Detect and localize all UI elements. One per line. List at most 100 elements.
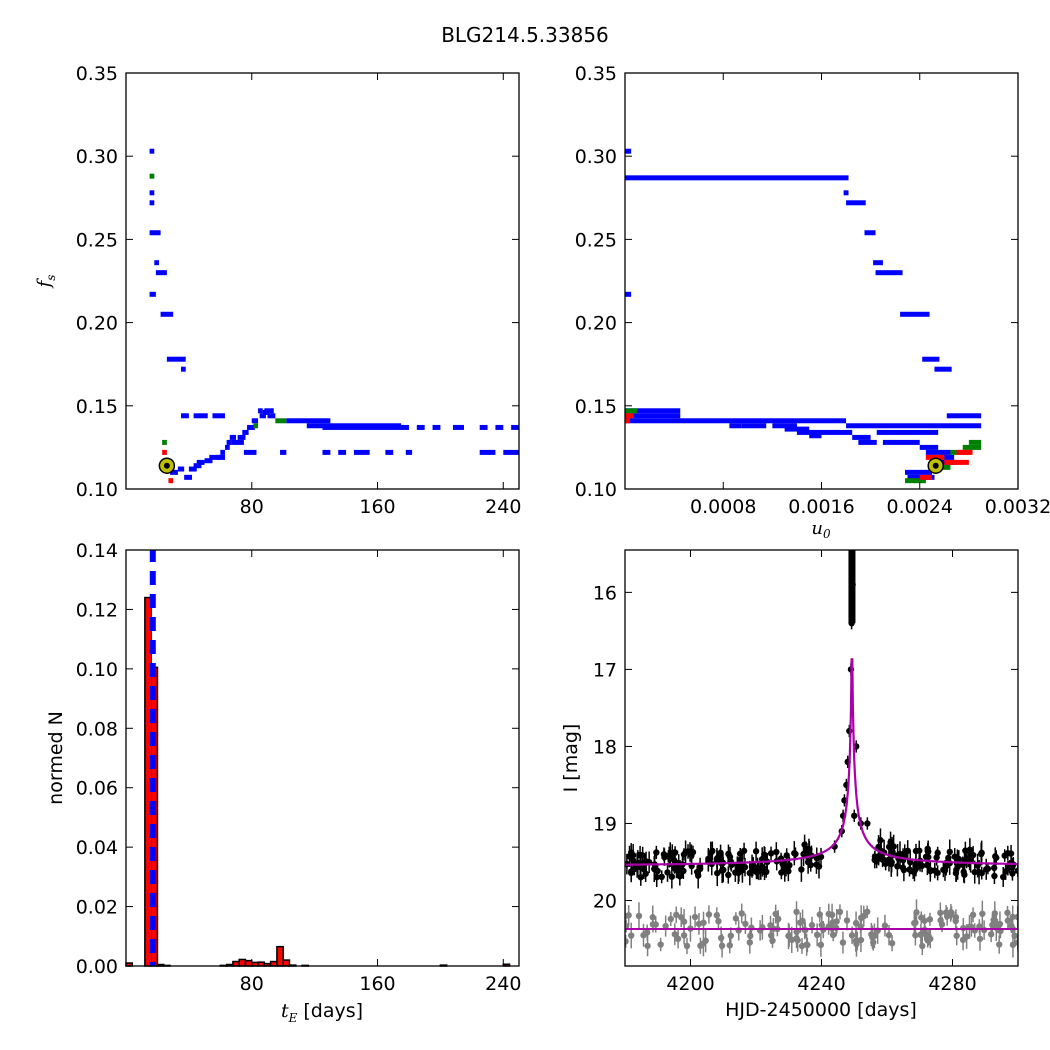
data-point [660, 851, 668, 858]
blue-cell [231, 439, 244, 445]
residual-point [657, 941, 664, 948]
blue-cell [495, 424, 504, 430]
data-point [975, 868, 983, 876]
residual-point [852, 919, 860, 927]
hist-bar [244, 959, 253, 967]
p3-xlabel: tE [days] [281, 1000, 363, 1025]
residual-point [769, 937, 776, 944]
blue-cell [858, 439, 877, 445]
residual-point [691, 913, 699, 921]
p3-xlabel-sub: E [288, 1011, 298, 1025]
residual-point [649, 914, 656, 921]
hist-bar [276, 945, 284, 967]
residual-point [959, 936, 967, 944]
data-point [934, 869, 941, 877]
residual-point [852, 937, 859, 945]
blue-cell [149, 148, 155, 154]
panel-lightcurve: 4200 4240 4280 16 17 18 19 20 I [mag] HJD-24500… [560, 549, 1019, 1021]
best-fit-marker-dot [932, 462, 939, 469]
y-tick-label: 0.14 [76, 540, 118, 562]
data-point [954, 855, 961, 862]
green-cell [275, 418, 287, 424]
blue-cell [416, 424, 425, 430]
residual-point [1004, 917, 1012, 924]
residual-point [644, 942, 651, 950]
residual-point [738, 910, 745, 917]
residual-point [798, 942, 806, 950]
blue-cell [946, 413, 982, 419]
p3-ylabel: normed N [45, 711, 67, 805]
blue-cell [934, 366, 952, 372]
residual-point [816, 911, 824, 918]
x-tick-label: 240 [485, 973, 521, 995]
data-point [798, 866, 805, 873]
p4-ylabel: I [mag] [560, 724, 582, 793]
residual-point [881, 922, 889, 929]
data-point [735, 866, 743, 873]
blue-cell [220, 449, 226, 455]
residual-point [1004, 909, 1011, 916]
red-cell [925, 454, 945, 460]
data-point [965, 855, 972, 862]
blue-cell [225, 444, 230, 450]
blue-cell [188, 466, 197, 472]
residual-point [926, 916, 934, 923]
data-point [977, 850, 985, 858]
data-point [933, 854, 940, 861]
residual-point [662, 922, 669, 930]
blue-cell [212, 413, 226, 419]
data-point [907, 859, 914, 866]
data-point [807, 861, 814, 869]
blue-cell [772, 423, 797, 429]
residual-point [868, 931, 875, 938]
x-tick-label: 160 [359, 496, 395, 518]
blue-cell [796, 429, 853, 435]
hist-bar [282, 959, 291, 967]
blue-cell [322, 449, 331, 455]
data-point [941, 867, 949, 874]
panel-hist-te: 80 160 240 0.00 0.02 0.04 0.06 0.08 0.10 0.12 0.14… [45, 540, 521, 1025]
blue-cell [193, 463, 202, 469]
residual-point [697, 942, 704, 949]
data-point [773, 848, 780, 856]
panel-fs-vs-te: 80 160 240 0.10 0.15 0.20 0.25 0.30 0.35 fs [34, 63, 521, 518]
blue-cell [204, 458, 213, 464]
residual-point [864, 908, 871, 915]
data-point [725, 871, 732, 879]
x-tick-label: 4200 [666, 973, 714, 995]
residual-point [996, 920, 1004, 928]
blue-cell [846, 423, 982, 429]
data-point [877, 837, 884, 844]
residual-point [885, 931, 893, 939]
blue-cell [741, 423, 767, 429]
green-cell [905, 478, 926, 484]
residual-point [942, 909, 950, 916]
p2-marks [625, 148, 982, 484]
residual-point [625, 938, 629, 945]
blue-cell [809, 433, 822, 439]
blue-cell [264, 408, 274, 414]
data-point [924, 862, 931, 869]
residual-point [836, 908, 844, 916]
blue-cell [864, 230, 876, 236]
y-tick-label: 0.20 [76, 313, 118, 335]
x-tick-label: 0.0008 [690, 496, 756, 518]
red-cell [162, 449, 167, 455]
hist-bar [232, 960, 240, 967]
data-point [714, 869, 721, 877]
p1-ylabel: fs [34, 275, 58, 290]
residual-point [947, 909, 955, 916]
data-point [927, 866, 934, 874]
residual-point [793, 928, 800, 936]
residual-point [747, 932, 754, 940]
data-point [680, 851, 688, 858]
residual-point [713, 912, 721, 919]
residual-point [680, 932, 688, 939]
y-tick-label: 0.08 [76, 718, 118, 740]
residual-point [991, 910, 999, 917]
blue-cell [280, 449, 287, 455]
p1-frame [125, 72, 520, 490]
green-cell [938, 464, 951, 470]
blue-cell [385, 449, 394, 455]
residual-point [817, 941, 825, 949]
